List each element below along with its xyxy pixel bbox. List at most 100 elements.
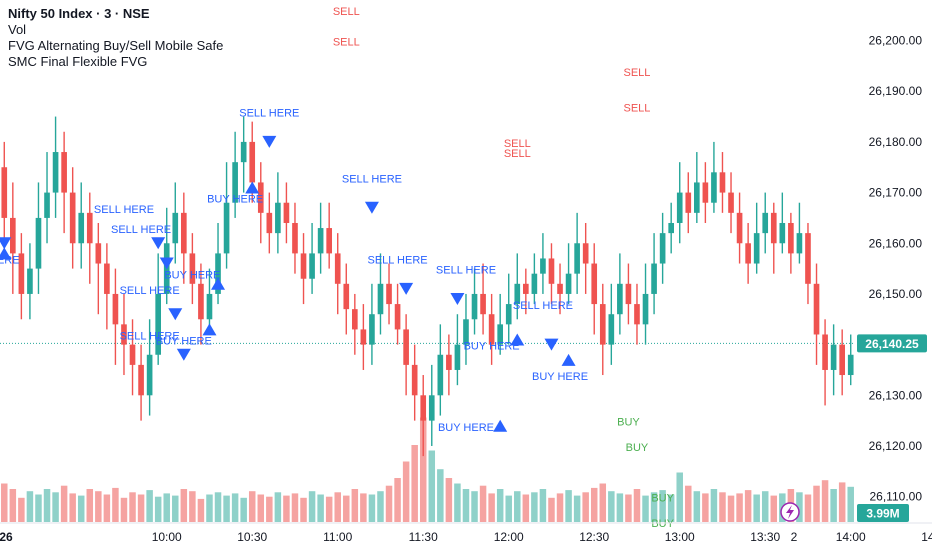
candle-body xyxy=(155,293,161,355)
signal-label: SELL HERE xyxy=(111,224,171,236)
candle-body xyxy=(52,152,59,193)
candle-body xyxy=(343,283,350,310)
volume-bar xyxy=(608,491,615,522)
volume-bar xyxy=(556,493,564,522)
volume-bar xyxy=(599,483,607,522)
candle-body xyxy=(352,309,358,330)
volume-bar xyxy=(343,495,350,522)
buy-arrow-marker xyxy=(202,323,217,336)
candle-body xyxy=(446,354,452,370)
signal-label: BUY xyxy=(651,493,674,505)
volume-bar xyxy=(223,495,230,522)
signal-label: SELL xyxy=(624,102,651,114)
candle-body xyxy=(129,344,136,365)
y-tick-label: 26,110.00 xyxy=(870,490,923,504)
buy-arrow-marker xyxy=(561,353,576,366)
price-axis-bg xyxy=(855,0,932,550)
x-tick-label: 10:30 xyxy=(237,530,267,544)
volume-bar xyxy=(488,493,495,522)
candle-body xyxy=(266,212,273,234)
candle-body xyxy=(770,212,777,244)
candle-body xyxy=(69,192,76,244)
volume-bar xyxy=(667,494,675,522)
signal-label: SELL xyxy=(333,37,360,49)
buy-arrow-marker xyxy=(493,419,508,432)
volume-bar xyxy=(838,482,846,522)
volume-bar xyxy=(753,494,760,522)
volume-bar xyxy=(419,417,427,522)
volume-bar xyxy=(248,491,256,522)
candle-body xyxy=(104,263,110,294)
symbol-title[interactable]: Nifty 50 Index · 3 · NSE xyxy=(8,6,150,21)
buy-arrow-marker xyxy=(0,247,12,260)
volume-bar xyxy=(368,494,376,522)
volume-bar xyxy=(180,489,188,522)
candle-body xyxy=(591,263,598,305)
candle-body xyxy=(805,233,811,284)
volume-bar xyxy=(642,495,649,522)
candle-body xyxy=(523,283,529,294)
volume-bar xyxy=(69,493,76,522)
candle-body xyxy=(471,293,478,320)
indicator-volume[interactable]: Vol xyxy=(8,22,27,37)
y-tick-label: 26,180.00 xyxy=(869,135,923,149)
candle-body xyxy=(240,141,247,163)
signal-label: BUY xyxy=(617,417,640,429)
candle-body xyxy=(10,217,16,254)
candle-body xyxy=(565,273,572,294)
volume-bar xyxy=(266,496,273,522)
candle-body xyxy=(61,152,67,193)
candle-body xyxy=(480,293,486,315)
candle-body xyxy=(283,202,290,223)
candle-body xyxy=(659,233,666,264)
volume-bar xyxy=(360,493,367,522)
indicator-smc-fvg[interactable]: SMC Final Flexible FVG xyxy=(8,54,148,69)
volume-bar xyxy=(582,492,589,522)
volume-bar xyxy=(573,495,581,522)
candle-body xyxy=(839,344,845,376)
volume-bar xyxy=(283,495,290,522)
sell-arrow-marker xyxy=(168,308,183,321)
volume-bar xyxy=(531,492,538,522)
candle-body xyxy=(223,202,230,254)
candle-body xyxy=(411,364,418,396)
x-tick-label: 13:00 xyxy=(665,530,695,544)
volume-bar xyxy=(214,492,222,522)
signal-label: BUY xyxy=(651,518,674,530)
indicator-fvg-alternating[interactable]: FVG Alternating Buy/Sell Mobile Safe xyxy=(8,38,224,53)
volume-bar xyxy=(719,492,726,522)
volume-bar xyxy=(86,489,94,522)
candle-body xyxy=(847,354,854,376)
y-tick-label: 26,120.00 xyxy=(869,439,923,453)
volume-bar xyxy=(206,494,213,522)
candle-body xyxy=(172,212,179,244)
candle-body xyxy=(300,253,307,279)
volume-bar xyxy=(693,491,701,522)
candle-body xyxy=(796,233,803,254)
volume-bar xyxy=(26,491,34,522)
signal-label: SELL xyxy=(333,6,360,18)
chart-legend: Nifty 50 Index · 3 · NSE Vol FVG Alterna… xyxy=(8,6,223,70)
candle-body xyxy=(27,268,33,294)
signal-label: BUY HERE xyxy=(438,422,494,434)
volume-bar xyxy=(813,485,820,522)
volume-bar xyxy=(659,490,666,522)
volume-bar xyxy=(804,494,812,522)
volume-bar xyxy=(548,497,555,522)
volume-bar xyxy=(496,489,504,522)
volume-bar xyxy=(454,483,461,522)
volume-bar xyxy=(257,494,265,522)
x-tick-label: 14:00 xyxy=(836,530,866,544)
volume-bar xyxy=(462,489,470,522)
candle-body xyxy=(437,354,444,396)
volume-bar xyxy=(9,489,17,522)
candle-body xyxy=(711,172,717,203)
sell-arrow-marker xyxy=(0,237,12,250)
candle-body xyxy=(625,283,632,305)
volume-bar xyxy=(479,485,487,522)
volume-bar xyxy=(240,497,247,522)
buy-arrow-marker xyxy=(211,277,226,290)
candle-body xyxy=(275,202,281,234)
candle-body xyxy=(719,172,726,193)
